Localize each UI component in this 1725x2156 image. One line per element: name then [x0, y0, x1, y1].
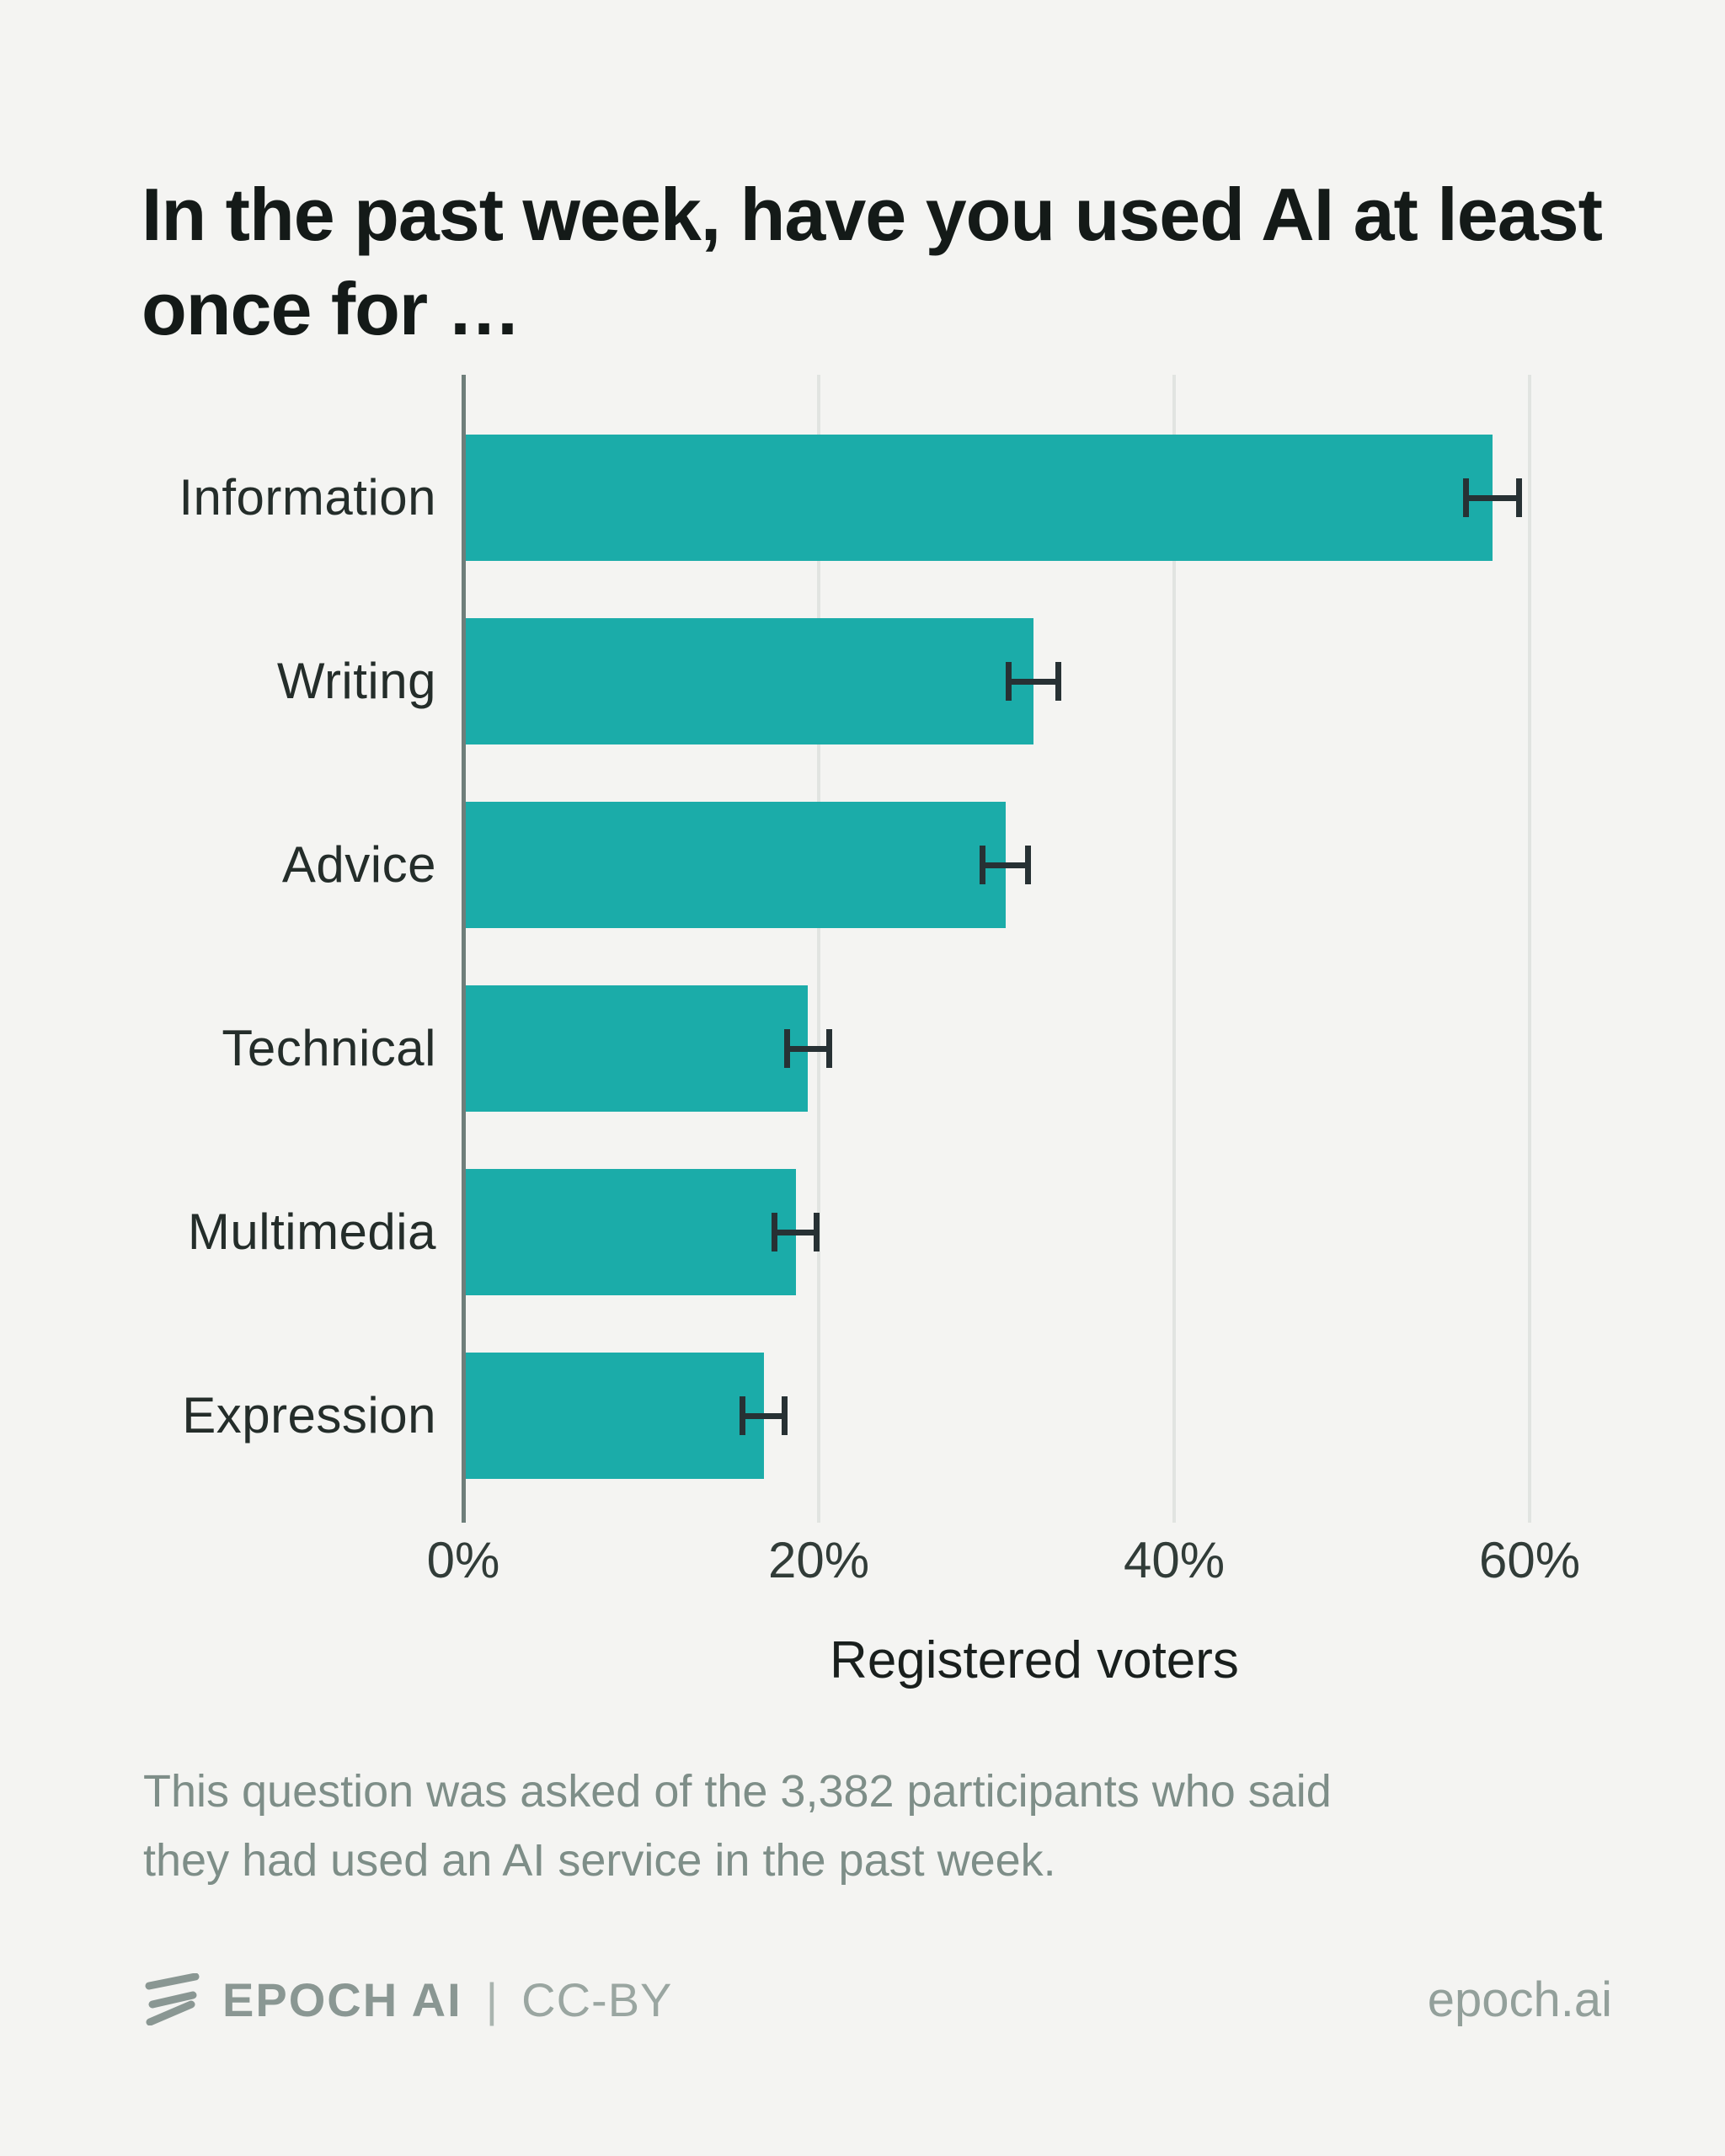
error-bar-multimedia: [774, 1229, 817, 1235]
footnote: This question was asked of the 3,382 par…: [143, 1757, 1575, 1895]
error-bar-cap-left-writing: [1006, 662, 1012, 701]
error-bar-cap-right-advice: [1025, 846, 1032, 884]
x-tick-label: 20%: [767, 1532, 870, 1588]
error-bar-cap-right-information: [1515, 478, 1522, 517]
error-bar-cap-right-technical: [826, 1029, 833, 1068]
y-axis-spine: [461, 375, 466, 1523]
bar-information: [466, 435, 1493, 561]
error-bar-advice: [982, 862, 1028, 868]
error-bar-technical: [787, 1045, 830, 1052]
error-bar-cap-left-multimedia: [771, 1213, 777, 1251]
category-label-technical: Technical: [222, 1020, 436, 1076]
error-bar-cap-left-advice: [979, 846, 985, 884]
x-tick-label: 40%: [1123, 1532, 1226, 1588]
epoch-ai-logo-icon: [145, 1973, 200, 2025]
category-label-information: Information: [179, 469, 436, 526]
x-gridline: [817, 375, 820, 1523]
bar-advice: [466, 802, 1006, 928]
error-bar-cap-right-multimedia: [814, 1213, 820, 1251]
error-bar-cap-right-expression: [782, 1396, 788, 1435]
license-label: CC-BY: [521, 1972, 673, 2026]
error-bar-cap-right-writing: [1055, 662, 1062, 701]
footer: EPOCH AI | CC-BY epoch.ai: [143, 1959, 1612, 2040]
x-gridline: [1172, 375, 1176, 1523]
category-label-multimedia: Multimedia: [187, 1203, 436, 1260]
bar-writing: [466, 618, 1033, 744]
category-label-advice: Advice: [281, 836, 436, 893]
brand-name: EPOCH AI: [222, 1972, 462, 2026]
site-link[interactable]: epoch.ai: [1427, 1972, 1612, 2027]
error-bar-cap-left-expression: [739, 1396, 745, 1435]
error-bar-information: [1466, 494, 1519, 501]
x-axis-label: Registered voters: [830, 1631, 1239, 1689]
footnote-line1: This question was asked of the 3,382 par…: [143, 1766, 1332, 1817]
category-label-expression: Expression: [182, 1387, 436, 1444]
error-bar-expression: [742, 1412, 785, 1419]
error-bar-cap-left-information: [1462, 478, 1469, 517]
chart-title-line1: In the past week, have you used AI at le…: [142, 172, 1603, 256]
x-gridline: [1528, 375, 1531, 1523]
footnote-line2: they had used an AI service in the past …: [143, 1835, 1056, 1886]
bar-expression: [466, 1353, 764, 1479]
x-tick-label: 0%: [426, 1532, 500, 1588]
footer-divider: |: [485, 1972, 499, 2026]
bar-technical: [466, 985, 808, 1112]
chart-title: In the past week, have you used AI at le…: [142, 168, 1649, 356]
error-bar-writing: [1008, 678, 1059, 685]
x-tick-label: 60%: [1478, 1532, 1581, 1588]
chart-title-line2: once for …: [142, 266, 521, 350]
bar-multimedia: [466, 1169, 796, 1295]
category-label-writing: Writing: [276, 653, 436, 709]
error-bar-cap-left-technical: [783, 1029, 790, 1068]
